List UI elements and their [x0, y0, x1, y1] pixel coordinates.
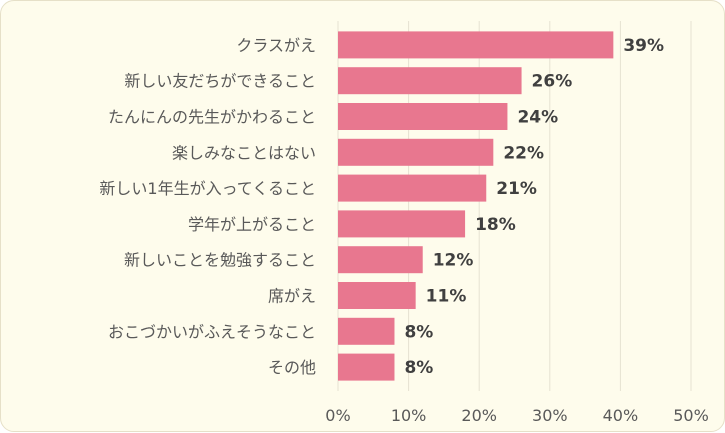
value-label: 8%	[404, 358, 433, 378]
category-label: クラスがえ	[236, 36, 316, 55]
bar	[338, 174, 487, 202]
bar	[338, 138, 494, 166]
category-label: 楽しみなことはない	[172, 143, 316, 162]
value-label: 26%	[532, 72, 573, 92]
x-axis-ticks: 0% 10% 20% 30% 40% 50%	[325, 406, 708, 425]
value-label: 24%	[517, 108, 558, 128]
bar	[338, 353, 395, 381]
value-label: 8%	[404, 322, 433, 342]
category-label: 新しいことを勉強すること	[124, 251, 316, 270]
category-label: 学年が上がること	[188, 215, 316, 234]
x-tick-label: 0%	[325, 406, 350, 425]
category-label: 新しい1年生が入ってくること	[99, 179, 316, 198]
category-label: たんにんの先生がかわること	[108, 108, 316, 127]
bar	[338, 246, 423, 274]
x-tick-label: 20%	[461, 406, 497, 425]
x-tick-label: 10%	[391, 406, 427, 425]
x-tick-label: 50%	[673, 406, 709, 425]
value-label: 12%	[433, 251, 474, 271]
value-label: 39%	[623, 36, 664, 56]
bar	[338, 317, 395, 345]
bars	[338, 31, 614, 381]
category-label: その他	[268, 358, 316, 377]
category-label: 席がえ	[268, 287, 316, 306]
value-labels: 39% 26% 24% 22% 21% 18%12% 11% 8% 8%	[404, 36, 664, 378]
bar	[338, 282, 416, 309]
value-label: 22%	[503, 143, 544, 163]
value-label: 11%	[426, 287, 467, 307]
bar	[338, 103, 508, 130]
x-tick-label: 30%	[532, 406, 568, 425]
value-label: 18%	[475, 215, 516, 235]
x-tick-label: 40%	[603, 406, 639, 425]
value-label: 21%	[496, 179, 537, 199]
bar	[338, 31, 614, 59]
category-labels: クラスがえ新しい友だちができることたんにんの先生がかわること楽しみなことはない新…	[99, 36, 316, 377]
bar	[338, 210, 466, 238]
category-label: おこづかいがふえそうなこと	[108, 322, 316, 341]
category-label: 新しい友だちができること	[124, 72, 316, 91]
bar	[338, 67, 522, 95]
